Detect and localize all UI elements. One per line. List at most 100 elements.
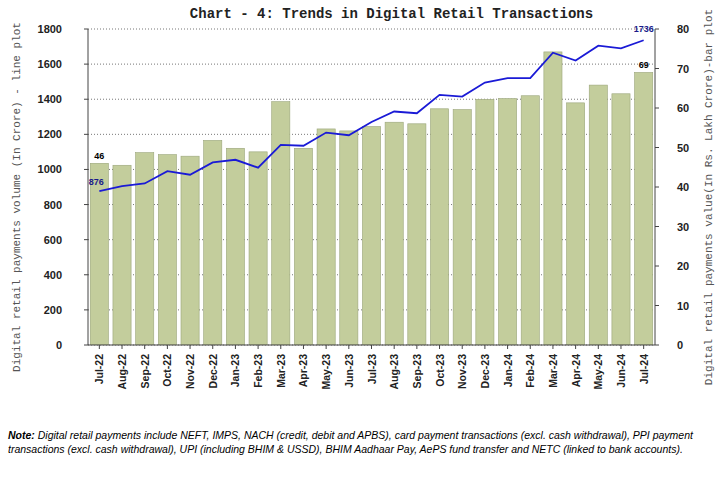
y-tick xyxy=(84,309,88,310)
x-tick xyxy=(326,345,327,349)
y-tick xyxy=(84,64,88,65)
x-tick-label: Apr-23 xyxy=(297,354,309,387)
x-tick-label: Mar-23 xyxy=(275,354,287,388)
y2-tick-label: 30 xyxy=(677,221,689,233)
y-tick xyxy=(84,274,88,275)
bar xyxy=(340,131,358,345)
bar xyxy=(362,127,380,345)
y2-tick xyxy=(655,266,659,267)
y2-axis-label: Digital retail payments value(In Rs. Lak… xyxy=(703,9,715,385)
y-tick-label: 800 xyxy=(44,199,62,211)
y2-tick-label: 70 xyxy=(677,63,689,75)
x-tick xyxy=(258,345,259,349)
x-tick-label: Sep-22 xyxy=(139,354,151,389)
x-tick xyxy=(303,345,304,349)
x-tick xyxy=(530,345,531,349)
note-label: Note: xyxy=(8,429,35,441)
bar xyxy=(544,52,562,345)
x-tick xyxy=(99,345,100,349)
y-tick xyxy=(84,169,88,170)
x-tick xyxy=(280,345,281,349)
y2-tick xyxy=(655,345,659,346)
y2-tick xyxy=(655,187,659,188)
y2-tick xyxy=(655,108,659,109)
x-tick-label: Aug-23 xyxy=(388,354,400,390)
bar xyxy=(226,148,244,345)
x-tick xyxy=(552,345,553,349)
y-tick xyxy=(84,345,88,346)
y-tick-label: 400 xyxy=(44,269,62,281)
x-tick-label: Oct-23 xyxy=(434,354,446,387)
y-tick-label: 600 xyxy=(44,234,62,246)
data-label: 69 xyxy=(639,60,649,70)
bar xyxy=(408,124,426,345)
grid-line xyxy=(88,29,655,30)
x-tick-label: Jun-23 xyxy=(343,354,355,388)
y2-tick xyxy=(655,305,659,306)
y-tick-label: 1600 xyxy=(38,58,62,70)
data-label: 876 xyxy=(89,177,104,187)
x-tick-label: Feb-24 xyxy=(524,354,536,388)
chart: Chart - 4: Trends in Digital Retail Tran… xyxy=(0,0,727,478)
x-tick-label: Mar-24 xyxy=(547,354,559,388)
y-tick-label: 1400 xyxy=(38,93,62,105)
bar xyxy=(385,122,403,345)
y-tick-label: 0 xyxy=(56,339,62,351)
bar xyxy=(567,103,585,345)
y-tick-label: 1200 xyxy=(38,128,62,140)
y-axis-label: Digital retail payments volume (In Crore… xyxy=(11,22,23,372)
y2-tick xyxy=(655,226,659,227)
y-tick xyxy=(84,134,88,135)
y2-tick xyxy=(655,147,659,148)
x-tick-label: Nov-23 xyxy=(456,354,468,389)
y-tick xyxy=(84,99,88,100)
y2-tick-label: 80 xyxy=(677,23,689,35)
x-tick-label: Jul-22 xyxy=(93,354,105,385)
x-tick xyxy=(348,345,349,349)
grid-line xyxy=(88,99,655,100)
grid-line xyxy=(88,64,655,65)
x-tick-label: Jun-24 xyxy=(615,354,627,388)
y2-tick-label: 0 xyxy=(677,339,683,351)
bar xyxy=(294,148,312,345)
y-tick-label: 1000 xyxy=(38,163,62,175)
bar xyxy=(635,72,653,345)
y2-axis xyxy=(655,29,656,345)
x-tick-label: Apr-24 xyxy=(570,354,582,387)
x-tick xyxy=(416,345,417,349)
y2-tick-label: 40 xyxy=(677,181,689,193)
y2-tick-label: 50 xyxy=(677,142,689,154)
y-tick-label: 200 xyxy=(44,304,62,316)
y2-tick-label: 60 xyxy=(677,102,689,114)
note: Note: Digital retail payments include NE… xyxy=(8,428,720,456)
bar xyxy=(158,155,176,345)
x-tick-label: Jan-23 xyxy=(229,354,241,387)
y-tick xyxy=(84,29,88,30)
data-label: 1736 xyxy=(634,24,654,34)
marks xyxy=(90,40,652,345)
y2-tick xyxy=(655,68,659,69)
x-tick xyxy=(167,345,168,349)
x-tick-label: May-24 xyxy=(592,354,604,390)
x-tick xyxy=(122,345,123,349)
x-tick-label: Jul-23 xyxy=(366,354,378,385)
x-tick-label: May-23 xyxy=(320,354,332,390)
bar xyxy=(476,99,494,345)
bar xyxy=(589,85,607,345)
bar xyxy=(204,140,222,345)
bar xyxy=(521,96,539,345)
x-tick-label: Sep-23 xyxy=(411,354,423,389)
x-tick-label: Dec-22 xyxy=(207,354,219,389)
x-tick xyxy=(507,345,508,349)
x-tick xyxy=(371,345,372,349)
bar xyxy=(249,152,267,345)
x-tick-label: Aug-22 xyxy=(116,354,128,390)
x-tick xyxy=(144,345,145,349)
x-tick xyxy=(212,345,213,349)
y2-tick-label: 20 xyxy=(677,260,689,272)
y-tick xyxy=(84,239,88,240)
bar xyxy=(430,109,448,345)
data-label: 46 xyxy=(94,151,104,161)
y2-tick-label: 10 xyxy=(677,300,689,312)
x-tick xyxy=(484,345,485,349)
